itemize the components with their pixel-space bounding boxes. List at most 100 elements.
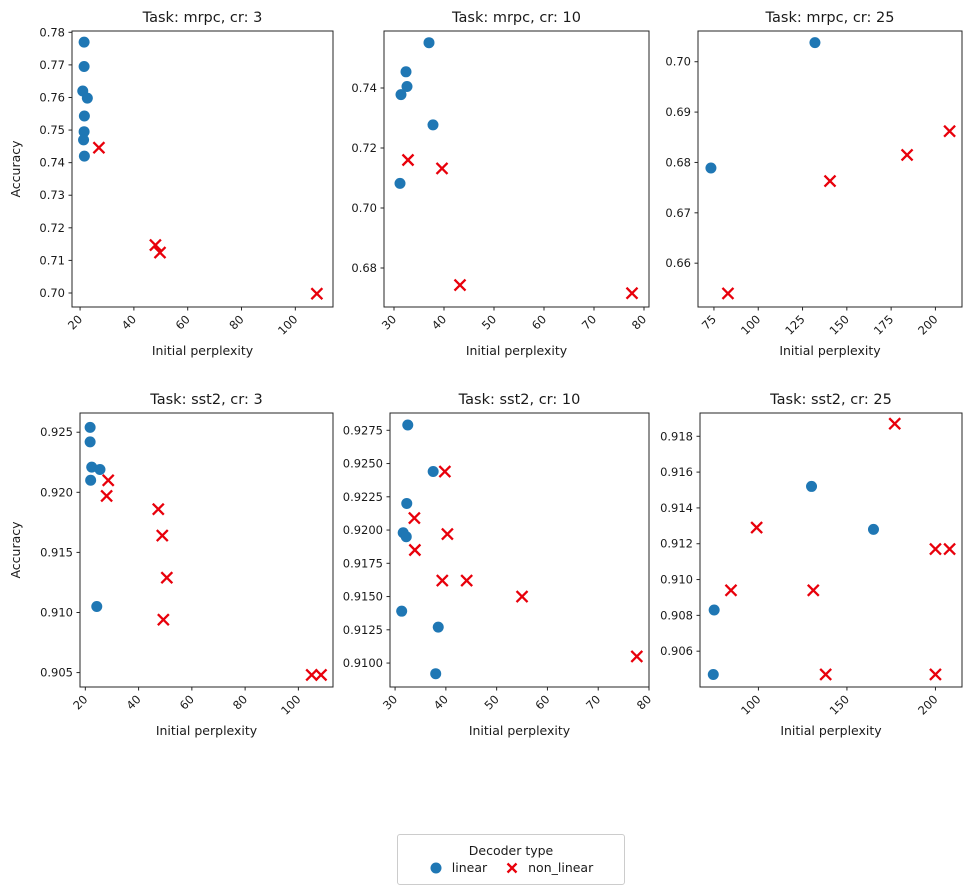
data-point-x (453, 278, 467, 292)
y-tick-label: 0.9250 (343, 457, 383, 471)
data-point-x (157, 613, 170, 627)
data-point-circle (396, 605, 408, 617)
data-point-circle (84, 436, 96, 448)
x-tick-label: 30 (379, 312, 399, 332)
y-tick-label: 0.918 (660, 429, 693, 443)
y-tick-label: 0.70 (665, 55, 691, 69)
y-tick-label: 0.69 (665, 105, 691, 119)
data-point-x (92, 141, 106, 154)
data-point-circle (430, 668, 442, 680)
series-linear (707, 480, 879, 680)
subplot-task-mrpc-cr-25: Task: mrpc, cr: 25 75 100 125 150 175 200 0.66 0… (665, 10, 963, 358)
subplot-title: Task: sst2, cr: 25 (769, 392, 892, 408)
y-tick-label: 0.75 (39, 123, 65, 137)
data-point-x (101, 473, 115, 487)
x-tick-label: 125 (782, 312, 807, 337)
data-point-x (441, 527, 454, 541)
y-tick-label: 0.9125 (343, 623, 383, 637)
data-point-x (153, 246, 167, 259)
x-axis-label: Initial perplexity (780, 723, 882, 738)
x-tick-label: 80 (230, 692, 250, 712)
subplot-task-sst2-cr-25: Task: sst2, cr: 25 100 150 200 0.906 0.908 0.9… (660, 392, 963, 738)
y-tick-label: 0.9275 (343, 423, 383, 437)
x-tick-label: 200 (915, 692, 940, 717)
data-point-x (724, 583, 738, 597)
subplot-title: Task: mrpc, cr: 3 (142, 10, 263, 26)
y-tick-label: 0.77 (39, 58, 65, 72)
data-point-circle (78, 126, 90, 138)
y-tick-label: 0.70 (351, 201, 377, 215)
series-non_linear (100, 473, 328, 682)
data-point-circle (395, 89, 407, 101)
y-tick-label: 0.9175 (343, 556, 383, 570)
y-tick-label: 0.72 (351, 141, 377, 155)
x-tick-label: 100 (275, 312, 300, 337)
x-tick-label: 200 (915, 312, 940, 337)
data-point-circle (707, 668, 719, 680)
data-point-x (314, 668, 328, 682)
data-point-circle (809, 37, 821, 49)
y-tick-label: 0.68 (351, 261, 377, 275)
subplot-task-mrpc-cr-3: Task: mrpc, cr: 3 20 40 60 80 100 0.70 0.71 0.72… (8, 10, 334, 358)
data-point-x (625, 286, 639, 300)
x-axis-label: Initial perplexity (779, 343, 881, 358)
x-tick-label: 40 (119, 312, 139, 332)
y-tick-label: 0.914 (660, 501, 693, 515)
scatter-plot-grid: Task: mrpc, cr: 3 20 40 60 80 100 0.70 0.71 0.72… (8, 10, 963, 738)
x-tick-label: 60 (529, 312, 549, 332)
series-non_linear (721, 124, 956, 300)
data-point-circle (86, 461, 98, 473)
y-tick-label: 0.78 (39, 25, 65, 39)
y-tick-label: 0.67 (665, 206, 691, 220)
x-tick-label: 80 (634, 692, 654, 712)
legend-label-linear: linear (451, 860, 488, 875)
x-tick-label: 60 (532, 692, 552, 712)
subplot-title: Task: sst2, cr: 10 (458, 392, 581, 408)
data-point-circle (94, 463, 106, 475)
data-point-x (943, 124, 956, 138)
y-tick-label: 0.916 (660, 465, 693, 479)
x-tick-label: 75 (699, 312, 719, 332)
x-axis-label: Initial perplexity (466, 343, 568, 358)
y-tick-label: 0.71 (39, 253, 65, 267)
y-tick-label: 0.72 (39, 221, 65, 235)
x-tick-label: 40 (429, 312, 449, 332)
data-point-x (435, 162, 449, 175)
x-tick-label: 175 (871, 312, 896, 337)
data-point-x (929, 542, 942, 556)
series-linear (84, 421, 106, 612)
y-axis-label: Accuracy (8, 140, 23, 198)
x-tick-label: 60 (173, 312, 193, 332)
plot-frame (699, 412, 963, 688)
series-linear (77, 36, 93, 162)
data-point-x (100, 489, 113, 503)
data-point-circle (400, 531, 412, 543)
data-point-circle (78, 61, 90, 73)
y-tick-label: 0.905 (40, 666, 73, 680)
y-tick-label: 0.912 (660, 537, 693, 551)
y-tick-label: 0.66 (665, 256, 691, 270)
y-tick-label: 0.76 (39, 90, 65, 104)
x-axis-label: Initial perplexity (152, 343, 254, 358)
plot-frame (79, 412, 334, 688)
x-tick-label: 100 (738, 312, 763, 337)
data-point-circle (81, 92, 93, 104)
legend-item-non-linear: non_linear (505, 860, 593, 876)
data-point-circle (806, 480, 818, 492)
data-point-circle (78, 134, 90, 146)
legend-item-linear: linear (429, 860, 487, 876)
y-axis-label: Accuracy (8, 521, 23, 579)
data-point-circle (867, 523, 879, 535)
data-point-circle (427, 119, 439, 131)
y-tick-label: 0.915 (40, 545, 73, 559)
data-point-x (900, 148, 914, 162)
plot-frame (389, 412, 650, 688)
y-tick-label: 0.9150 (343, 590, 383, 604)
data-point-x (401, 153, 415, 167)
y-tick-label: 0.74 (39, 156, 65, 170)
data-point-x (160, 571, 174, 584)
legend-title: Decoder type (468, 843, 554, 859)
data-point-circle (432, 621, 444, 633)
data-point-x (888, 417, 902, 431)
